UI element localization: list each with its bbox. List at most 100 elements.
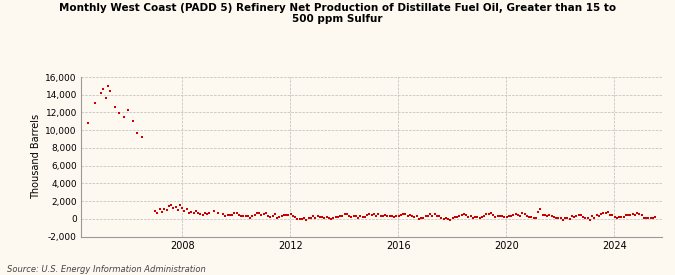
Point bbox=[296, 217, 307, 221]
Point bbox=[236, 214, 246, 218]
Point bbox=[364, 212, 375, 216]
Point bbox=[170, 205, 181, 210]
Point bbox=[546, 214, 557, 219]
Point bbox=[82, 121, 93, 125]
Point bbox=[96, 91, 107, 95]
Point bbox=[272, 216, 283, 220]
Point bbox=[470, 215, 481, 219]
Point bbox=[155, 207, 165, 212]
Point bbox=[585, 218, 595, 222]
Point bbox=[589, 216, 600, 220]
Point bbox=[292, 217, 303, 221]
Point bbox=[414, 217, 425, 221]
Point bbox=[333, 215, 344, 220]
Point bbox=[472, 214, 483, 219]
Point bbox=[290, 214, 300, 219]
Point bbox=[504, 214, 514, 218]
Point bbox=[377, 214, 388, 219]
Point bbox=[267, 214, 278, 219]
Point bbox=[337, 214, 348, 218]
Point bbox=[650, 215, 661, 219]
Point bbox=[387, 214, 398, 218]
Point bbox=[204, 210, 215, 215]
Point bbox=[512, 213, 523, 217]
Point bbox=[328, 216, 339, 221]
Point bbox=[202, 212, 213, 216]
Point bbox=[531, 216, 541, 220]
Point bbox=[580, 216, 591, 220]
Point bbox=[463, 214, 474, 219]
Point bbox=[240, 214, 251, 218]
Point bbox=[321, 215, 332, 219]
Point bbox=[434, 214, 445, 218]
Point bbox=[229, 210, 240, 215]
Point bbox=[249, 213, 260, 217]
Point bbox=[603, 210, 614, 214]
Point bbox=[475, 216, 485, 221]
Point bbox=[195, 212, 206, 216]
Point bbox=[245, 215, 256, 220]
Point bbox=[499, 215, 510, 219]
Point bbox=[335, 214, 346, 219]
Point bbox=[632, 211, 643, 215]
Point bbox=[373, 212, 384, 217]
Point bbox=[630, 213, 641, 217]
Point bbox=[152, 210, 163, 215]
Point bbox=[128, 119, 138, 123]
Point bbox=[274, 215, 285, 220]
Point bbox=[587, 214, 597, 218]
Point bbox=[168, 206, 179, 210]
Point bbox=[355, 214, 366, 219]
Point bbox=[598, 210, 609, 215]
Point bbox=[591, 213, 602, 218]
Point bbox=[375, 213, 386, 218]
Point bbox=[109, 105, 120, 109]
Point bbox=[438, 217, 449, 221]
Point bbox=[450, 215, 460, 219]
Point bbox=[458, 212, 469, 216]
Point bbox=[508, 213, 519, 218]
Point bbox=[488, 213, 499, 218]
Point bbox=[618, 215, 629, 219]
Point bbox=[562, 216, 573, 221]
Point bbox=[398, 212, 408, 216]
Point bbox=[418, 216, 429, 220]
Point bbox=[276, 214, 287, 218]
Point bbox=[382, 214, 393, 218]
Point bbox=[593, 214, 604, 218]
Point bbox=[533, 210, 543, 214]
Point bbox=[261, 211, 271, 215]
Point bbox=[610, 215, 620, 219]
Point bbox=[225, 213, 236, 217]
Point bbox=[452, 215, 462, 219]
Point bbox=[222, 213, 233, 217]
Point bbox=[89, 100, 100, 105]
Point bbox=[400, 212, 411, 217]
Point bbox=[192, 210, 203, 215]
Point bbox=[123, 108, 134, 112]
Point bbox=[416, 215, 427, 220]
Point bbox=[492, 214, 503, 219]
Text: Source: U.S. Energy Information Administration: Source: U.S. Energy Information Administ… bbox=[7, 265, 205, 274]
Point bbox=[537, 213, 548, 217]
Point bbox=[573, 213, 584, 217]
Point bbox=[288, 214, 298, 218]
Point bbox=[425, 212, 435, 216]
Point bbox=[188, 211, 199, 216]
Point bbox=[190, 209, 201, 213]
Point bbox=[103, 84, 113, 88]
Point bbox=[157, 210, 167, 214]
Point bbox=[301, 218, 312, 222]
Point bbox=[118, 115, 129, 119]
Y-axis label: Thousand Barrels: Thousand Barrels bbox=[31, 114, 41, 199]
Point bbox=[308, 214, 319, 219]
Point bbox=[263, 214, 273, 218]
Point bbox=[456, 213, 467, 218]
Point bbox=[209, 209, 219, 213]
Point bbox=[384, 214, 395, 219]
Point bbox=[389, 215, 400, 219]
Point bbox=[242, 214, 253, 218]
Point bbox=[279, 213, 290, 218]
Point bbox=[161, 208, 172, 213]
Point bbox=[479, 213, 489, 218]
